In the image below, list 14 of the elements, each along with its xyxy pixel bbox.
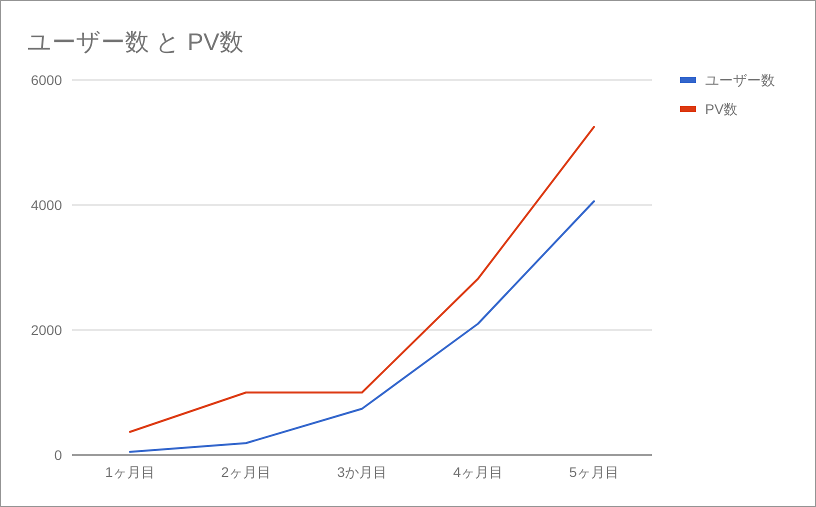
- chart-title: ユーザー数 と PV数: [27, 29, 244, 56]
- y-tick-label: 0: [54, 446, 62, 463]
- x-tick-label: 3か月目: [337, 464, 387, 480]
- y-tick-label: 2000: [30, 322, 62, 338]
- y-tick-label: 6000: [30, 72, 62, 88]
- line-series: [129, 200, 595, 453]
- x-tick-label: 5ヶ月目: [569, 464, 619, 480]
- x-tick-label: 1ヶ月目: [105, 464, 155, 480]
- x-tick-label: 2ヶ月目: [221, 464, 271, 480]
- legend-label: PV数: [705, 100, 738, 117]
- line-series: [129, 126, 595, 433]
- x-tick-label: 4ヶ月目: [453, 464, 503, 480]
- legend-label: ユーザー数: [705, 72, 775, 88]
- y-tick-label: 4000: [30, 196, 62, 213]
